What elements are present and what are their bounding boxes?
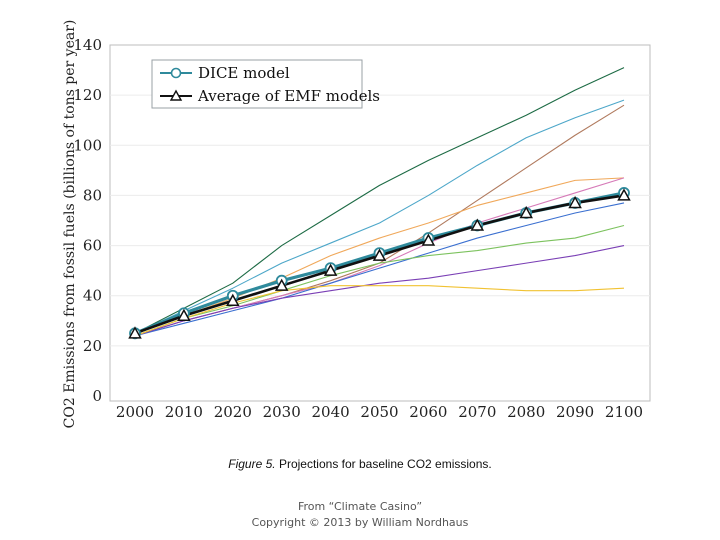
emf-average-point xyxy=(470,218,485,231)
y-tick-label: 20 xyxy=(83,337,102,355)
legend-box xyxy=(151,59,363,109)
legend: DICE model Average of EMF models xyxy=(151,59,380,109)
credit-line-2: Copyright © 2013 by William Nordhaus xyxy=(251,516,469,529)
series-layer xyxy=(128,67,631,340)
emf-average-point xyxy=(177,308,191,322)
y-tick-label: 120 xyxy=(73,86,102,104)
emf-average-point xyxy=(226,293,240,306)
x-tick-label: 2030 xyxy=(263,403,301,421)
y-axis-ticks: 0 20 40 60 80 100 120 140 xyxy=(73,36,102,405)
series-line-model-9 xyxy=(134,285,625,337)
legend-label-emf: Average of EMF models xyxy=(197,87,380,105)
credit-line-1: From “Climate Casino” xyxy=(297,500,423,513)
emf-average-point xyxy=(421,233,436,246)
series-line-model-6 xyxy=(134,202,625,337)
legend-label-dice: DICE model xyxy=(198,64,290,82)
x-tick-label: 2020 xyxy=(214,403,252,421)
x-tick-label: 2100 xyxy=(605,403,643,421)
gridlines xyxy=(110,94,650,347)
emf-average-point xyxy=(128,326,142,339)
figure-caption: Figure 5. Projections for baseline CO2 e… xyxy=(0,457,720,471)
x-tick-label: 2090 xyxy=(556,403,594,421)
x-tick-label: 2010 xyxy=(165,403,203,421)
y-axis-label: CO2 Emissions from fossil fuels (billion… xyxy=(62,20,78,429)
y-tick-label: 40 xyxy=(83,287,102,305)
emf-average-point xyxy=(323,263,338,276)
emf-average-point xyxy=(568,195,582,209)
y-tick-label: 0 xyxy=(92,387,102,405)
series-line-model-4 xyxy=(134,177,625,334)
caption-figure-label: Figure 5. xyxy=(228,457,276,471)
x-axis-ticks: 2000 2010 2020 2030 2040 2050 2060 2070 2080 2090… xyxy=(116,403,643,421)
credit: From “Climate Casino” Copyright © 2013 b… xyxy=(0,499,720,531)
x-tick-label: 2050 xyxy=(360,403,398,421)
x-tick-label: 2040 xyxy=(312,403,350,421)
x-tick-label: 2000 xyxy=(116,403,154,421)
caption-text: Projections for baseline CO2 emissions. xyxy=(275,457,492,471)
emf-average-point xyxy=(372,248,387,261)
y-tick-label: 100 xyxy=(73,136,102,154)
x-tick-label: 2060 xyxy=(409,403,447,421)
x-tick-label: 2070 xyxy=(458,403,496,421)
series-line-model-1 xyxy=(134,67,625,334)
emf-average-point xyxy=(617,188,631,201)
emf-average-point xyxy=(519,205,533,219)
series-line-model-8 xyxy=(134,245,625,337)
legend-marker-triangle xyxy=(169,89,183,101)
series-line-model-2 xyxy=(134,99,625,334)
emf-average-point xyxy=(274,278,289,291)
x-tick-label: 2080 xyxy=(507,403,545,421)
y-tick-label: 80 xyxy=(83,186,102,204)
y-tick-label: 60 xyxy=(83,237,102,255)
legend-marker-circle xyxy=(170,67,182,79)
y-tick-label: 140 xyxy=(73,36,102,54)
series-line-model-7 xyxy=(134,224,625,337)
